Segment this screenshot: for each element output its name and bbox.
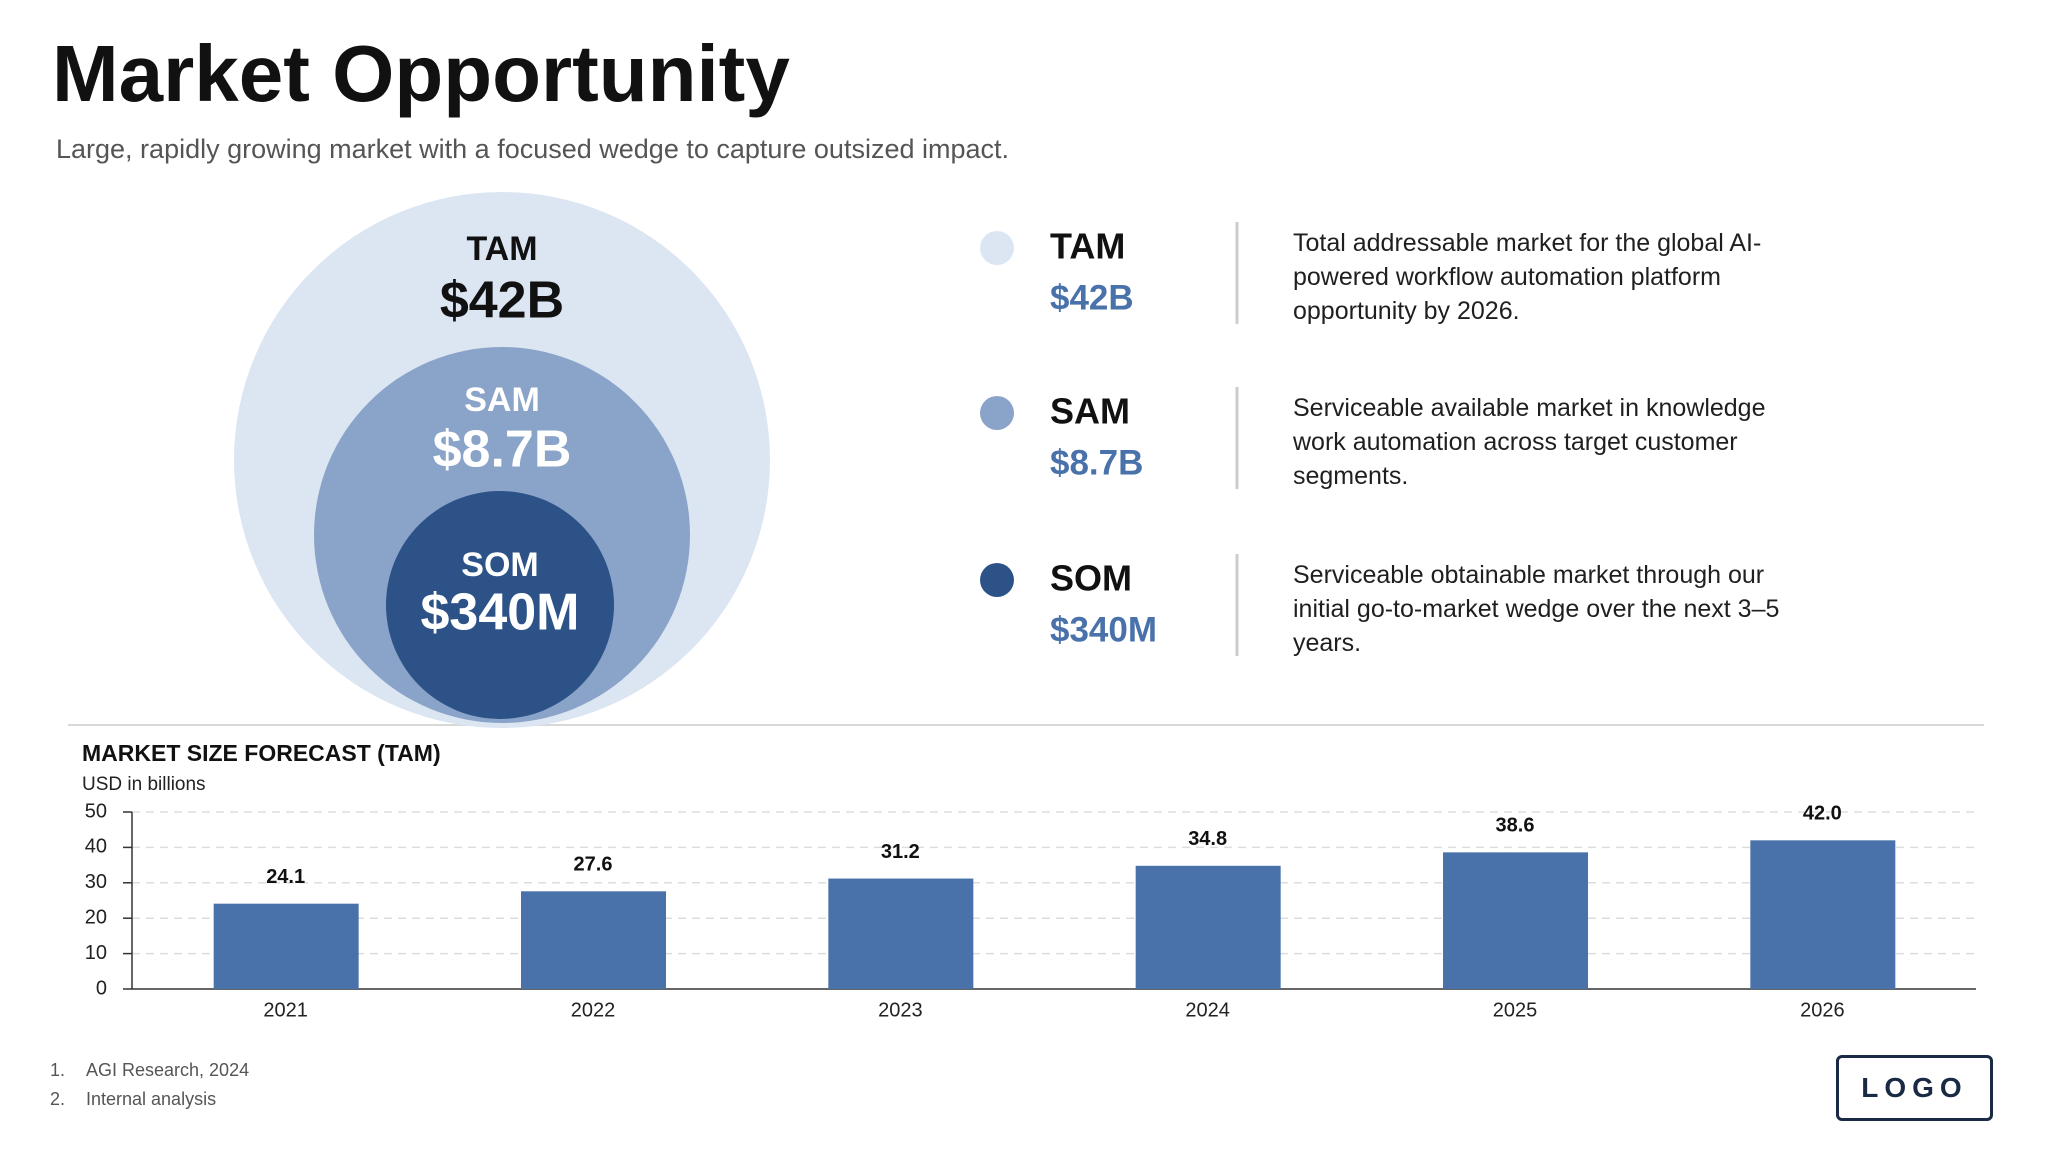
- bar: [1443, 852, 1588, 989]
- x-tick-label: 2024: [1185, 999, 1230, 1021]
- circle-value: $42B: [440, 272, 564, 330]
- market-description: Total addressable market for the global …: [1293, 229, 1762, 325]
- market-description: Serviceable available market in knowledg…: [1293, 394, 1766, 490]
- bar: [1750, 840, 1896, 989]
- market-description: Serviceable obtainable market through ou…: [1293, 561, 1780, 657]
- footnote-number: 1.: [50, 1060, 65, 1080]
- bar: [828, 878, 974, 989]
- legend-value: $340M: [1050, 610, 1157, 649]
- value-label: 31.2: [881, 841, 920, 863]
- bar: [213, 903, 359, 989]
- value-label: 42.0: [1803, 803, 1842, 825]
- y-tick-label: 10: [85, 942, 107, 964]
- chart-title: MARKET SIZE FORECAST (TAM): [82, 740, 441, 766]
- circle-label: SOM: [461, 546, 538, 584]
- value-label: 27.6: [574, 854, 613, 876]
- footnote-text: AGI Research, 2024: [86, 1060, 249, 1080]
- legend-label: SAM: [1050, 391, 1130, 432]
- x-tick-label: 2025: [1493, 999, 1538, 1021]
- x-tick-label: 2026: [1800, 999, 1845, 1021]
- legend-value: $8.7B: [1050, 443, 1143, 482]
- circle-value: $340M: [421, 584, 580, 642]
- y-tick-label: 30: [85, 871, 107, 893]
- legend-label: TAM: [1050, 226, 1125, 267]
- footnote-number: 2.: [50, 1089, 65, 1109]
- circle-label: TAM: [466, 230, 537, 268]
- legend-dot: [980, 563, 1014, 597]
- legend-value: $42B: [1050, 278, 1134, 317]
- x-tick-label: 2021: [263, 999, 308, 1021]
- footnote-text: Internal analysis: [86, 1089, 216, 1109]
- market-circle: [386, 491, 614, 719]
- title: Market Opportunity: [52, 29, 790, 118]
- bar: [1135, 865, 1281, 989]
- x-tick-label: 2023: [878, 999, 923, 1021]
- y-tick-label: 40: [85, 836, 107, 858]
- y-tick-label: 0: [96, 977, 107, 999]
- logo: LOGO: [1836, 1055, 1993, 1121]
- legend-dot: [980, 231, 1014, 265]
- legend-label: SOM: [1050, 558, 1132, 599]
- bar: [521, 891, 666, 989]
- circle-label: SAM: [464, 381, 540, 419]
- y-tick-label: 50: [85, 800, 107, 822]
- value-label: 34.8: [1188, 828, 1227, 850]
- y-tick-label: 20: [85, 906, 107, 928]
- subtitle: Large, rapidly growing market with a foc…: [56, 134, 1009, 164]
- y-axis-label: USD in billions: [82, 774, 206, 795]
- legend-dot: [980, 396, 1014, 430]
- value-label: 38.6: [1496, 815, 1535, 837]
- x-tick-label: 2022: [571, 999, 616, 1021]
- circle-value: $8.7B: [433, 421, 572, 479]
- value-label: 24.1: [266, 866, 305, 888]
